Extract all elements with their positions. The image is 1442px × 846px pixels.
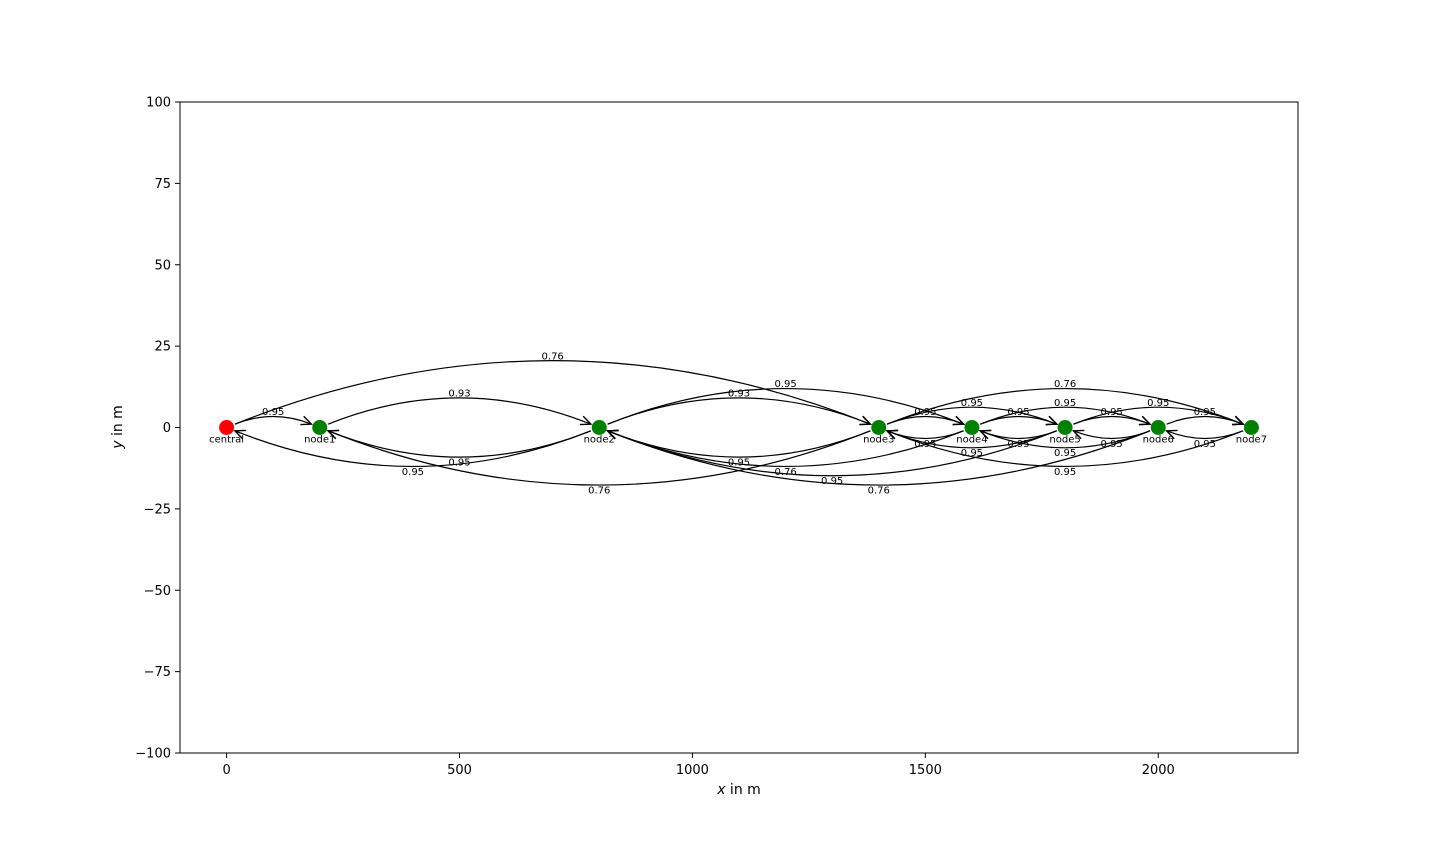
edge-label-node3-to-node1: 0.76 [588,485,610,496]
edge-node7-to-node3 [886,430,1244,468]
arrowhead-node5-to-node4 [978,429,992,440]
arrowhead-central-to-node1 [300,415,313,426]
x-tick-label: 500 [447,763,472,778]
edge-label-node5-to-node2: 0.95 [821,476,843,487]
edges-layer [233,360,1245,486]
arrowhead-node4-to-node5 [1045,415,1059,426]
node-label-node1: node1 [304,435,335,446]
node-label-central: central [209,435,244,446]
edge-label-node2-to-central: 0.95 [402,467,424,478]
y-tick-label: 50 [154,258,171,273]
edge-label-node4-to-node5: 0.95 [1007,407,1029,418]
edge-label-node5-to-node4: 0.95 [1007,439,1029,450]
x-tick-label: 1000 [676,763,709,778]
edge-label-central-to-node1: 0.95 [262,407,284,418]
arrowhead-node7-to-node3 [885,429,899,440]
node-node1 [312,420,328,435]
node-node5 [1057,420,1073,435]
node-central [219,420,235,435]
node-label-node7: node7 [1236,435,1267,446]
edge-label-node5-to-node6: 0.95 [1101,407,1123,418]
edge-label-node6-to-node7: 0.95 [1194,407,1216,418]
y-axis: 100 75 50 25 0 −25 −50 −75 −100 [135,96,180,762]
edge-node2-to-central [234,430,592,468]
arrowhead-node2-to-central [233,429,246,440]
node-label-node4: node4 [956,435,987,446]
arrowhead-node7-to-node6 [1165,429,1178,440]
edge-label-node2-to-node4: 0.95 [774,379,796,390]
y-tick-label: 75 [154,177,171,192]
node-node4 [964,420,980,435]
arrowhead-node3-to-node1 [326,429,340,440]
edge-label-node4-to-node2: 0.76 [774,467,796,478]
edge-label-node6-to-node4: 0.95 [1054,448,1076,459]
arrowhead-node3-to-node4 [952,415,966,426]
edge-node4-to-node6 [980,406,1151,425]
x-tick-label: 1500 [909,763,942,778]
edge-node3-to-node1 [327,430,871,486]
node-node7 [1243,420,1259,435]
node-label-node3: node3 [863,435,894,446]
edge-label-node4-to-node3: 0.95 [914,439,936,450]
y-tick-label: −50 [144,584,171,599]
edge-label-node6-to-node5: 0.95 [1101,439,1123,450]
y-tick-label: 0 [163,421,171,436]
edge-label-central-to-node3: 0.76 [542,351,564,362]
edge-node6-to-node4 [980,430,1151,449]
arrowhead-node1-to-node2 [579,415,593,426]
edge-label-node3-to-node2: 0.95 [728,457,750,468]
edge-label-node6-to-node2: 0.76 [868,485,890,496]
y-tick-label: −75 [144,665,171,680]
arrowhead-node5-to-node6 [1138,415,1152,426]
edge-label-node2-to-node3: 0.93 [728,389,750,400]
edge-label-node5-to-node3: 0.95 [961,448,983,459]
node-node6 [1150,420,1166,435]
node-node3 [871,420,887,435]
edge-label-node7-to-node3: 0.95 [1054,467,1076,478]
y-tick-label: −25 [144,502,171,517]
y-tick-label: −100 [135,747,171,762]
node-label-node5: node5 [1049,435,1080,446]
node-label-node2: node2 [584,435,615,446]
x-axis: 0 500 1000 1500 2000 [222,753,1175,778]
nodes-layer [219,420,1259,435]
node-labels-layer: central node1 node2 node3 node4 node5 node6 nod… [209,435,1267,446]
x-tick-label: 0 [222,763,230,778]
y-axis-label: y in m [110,405,126,450]
node-node2 [591,420,607,435]
edge-label-node2-to-node1: 0.95 [448,457,470,468]
y-tick-label: 25 [154,340,171,355]
x-axis-label: x in m [716,782,761,798]
edge-node5-to-node4 [980,430,1057,439]
edge-node1-to-node2 [327,397,592,425]
edge-label-node7-to-node6: 0.95 [1194,439,1216,450]
edge-central-to-node3 [234,360,871,425]
edge-label-node5-to-node7: 0.95 [1147,398,1169,409]
edge-label-node1-to-node2: 0.93 [448,389,470,400]
x-tick-label: 2000 [1142,763,1175,778]
y-tick-label: 100 [146,96,171,111]
edge-label-node4-to-node6: 0.95 [1054,398,1076,409]
edge-label-node3-to-node4: 0.95 [914,407,936,418]
arrowhead-node6-to-node2 [606,429,619,440]
edge-node6-to-node2 [607,430,1151,486]
edge-node3-to-node7 [886,387,1244,425]
arrowhead-node6-to-node5 [1071,429,1085,440]
edge-label-node3-to-node5: 0.95 [961,398,983,409]
arrowhead-node3-to-node7 [1232,415,1245,426]
arrowhead-node2-to-node3 [859,415,872,426]
edge-node2-to-node4 [607,387,964,425]
edge-label-node3-to-node7: 0.76 [1054,379,1076,390]
edge-labels-layer: 0.95 0.93 0.76 0.95 0.95 0.76 0.93 0.95 0.95 0.76… [262,351,1216,496]
node-label-node6: node6 [1143,435,1174,446]
